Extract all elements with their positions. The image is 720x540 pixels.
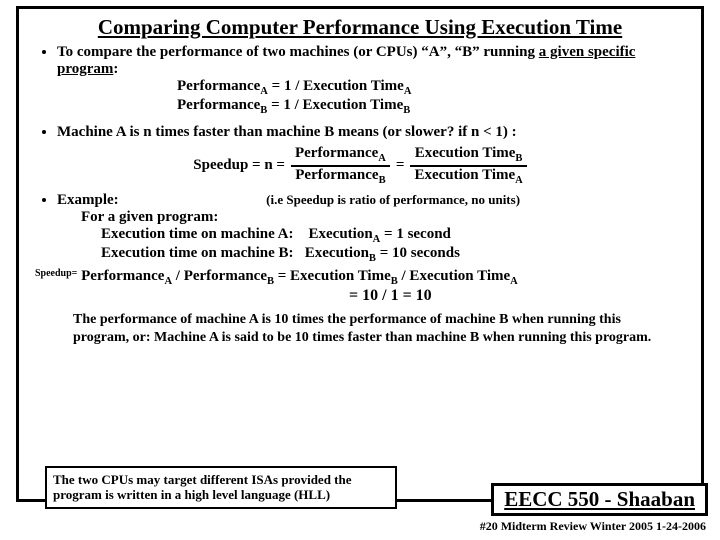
speedup-label: Speedup= [35,268,77,279]
sp-sub-a: A [164,276,172,287]
speedup-result: = 10 / 1 = 10 [349,287,691,305]
exec-a-line: Execution time on machine A: ExecutionA … [101,226,691,245]
content-frame: Comparing Computer Performance Using Exe… [16,6,704,502]
slide: Comparing Computer Performance Using Exe… [0,0,720,540]
exec-b-l: Execution time on machine B: [101,245,294,261]
course-text: EECC 550 - Shaaban [504,487,695,511]
bullet-2: Machine A is n times faster than machine… [57,124,691,141]
bullet-1: To compare the performance of two machin… [57,44,691,116]
perf-b-word: Performance [177,97,260,113]
frac-left: PerformanceA PerformanceB [291,145,390,186]
formula-lhs: Speedup = n = [193,157,285,174]
sp-et-b: = Execution Time [274,268,391,284]
perf-b-eq: = 1 / Execution Time [267,97,403,113]
note-box: The two CPUs may target different ISAs p… [45,466,397,509]
example-label: Example: [57,192,119,208]
den-l-sub: B [379,175,386,186]
exec-b-line: Execution time on machine B: ExecutionB … [101,245,691,264]
sp-et-a: / Execution Time [398,268,510,284]
sp-sub-b: B [267,276,274,287]
intro-colon: : [113,61,118,77]
perf-a-line: PerformanceA = 1 / Execution TimeA [177,78,691,97]
bullet-3: Example: (i.e Speedup is ratio of perfor… [57,192,691,264]
num-l-sub: A [378,153,386,164]
exec-a-l: Execution time on machine A: [101,226,294,242]
sp-perf-b: / Performance [172,268,267,284]
example-aside: (i.e Speedup is ratio of performance, no… [266,192,520,207]
num-r: Execution Time [415,145,516,161]
formula-eq: = [396,157,405,174]
speedup-calc: Speedup= PerformanceA / PerformanceB = E… [35,268,691,287]
bullet-list: To compare the performance of two machin… [29,44,691,141]
sp-sub-b2: B [391,276,398,287]
exec-b-r: Execution [305,245,369,261]
speedup-formula: Speedup = n = PerformanceA PerformanceB … [29,145,691,186]
course-box: EECC 550 - Shaaban [491,483,708,516]
footer-text: #20 Midterm Review Winter 2005 1-24-2006 [480,519,706,534]
num-l: Performance [295,145,378,161]
conclusion-text: The performance of machine A is 10 times… [73,311,659,346]
perf-a-eq: = 1 / Execution Time [268,78,404,94]
perf-b-line: PerformanceB = 1 / Execution TimeB [177,97,691,116]
exec-a-r: Execution [309,226,373,242]
sp-sub-a2: A [510,276,518,287]
intro-lead: To compare the performance of two machin… [57,44,539,60]
perf-a-word: Performance [177,78,260,94]
example-given: For a given program: [81,209,691,226]
sp-perf-a: Performance [81,268,164,284]
frac-right: Execution TimeB Execution TimeA [410,145,526,186]
exec-b-sub: B [369,253,376,264]
den-l: Performance [295,167,378,183]
exec-b-tail: = 10 seconds [376,245,460,261]
sub-b2: B [403,105,410,116]
exec-a-tail: = 1 second [380,226,451,242]
num-r-sub: B [515,153,522,164]
den-r-sub: A [515,175,523,186]
sub-a: A [260,86,268,97]
bullet-list-2: Example: (i.e Speedup is ratio of perfor… [29,192,691,264]
slide-title: Comparing Computer Performance Using Exe… [29,15,691,40]
sub-a2: A [404,86,412,97]
den-r: Execution Time [414,167,515,183]
